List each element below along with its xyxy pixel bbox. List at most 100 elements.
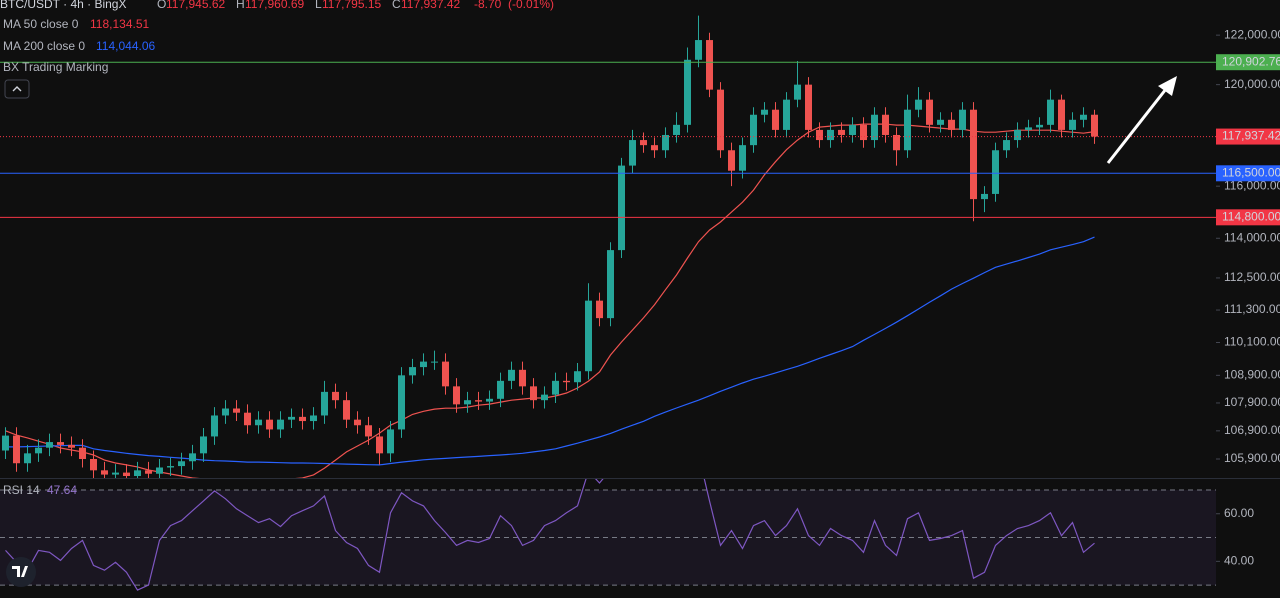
candle-body xyxy=(981,193,988,200)
candle-body xyxy=(156,467,163,474)
candle-body xyxy=(68,444,75,448)
candle-body xyxy=(717,89,724,151)
candle-body xyxy=(849,124,856,135)
rsi-tick-label: 60.00 xyxy=(1224,506,1254,520)
rsi-legend: RSI 14 47.64 xyxy=(3,483,77,497)
candle-body xyxy=(607,250,614,319)
ohlc-value: 117,960.69 xyxy=(245,0,304,11)
candle-body xyxy=(211,415,218,437)
y-tick-label: 122,000.00 xyxy=(1224,27,1280,41)
candle-body xyxy=(1036,124,1043,128)
price-level-box xyxy=(1216,128,1280,145)
candle-body xyxy=(431,361,438,363)
candle-body xyxy=(365,425,372,437)
rsi-pane xyxy=(0,479,1216,591)
candle-body xyxy=(1069,119,1076,130)
candle-body xyxy=(409,367,416,376)
candle-body xyxy=(761,109,768,115)
candle-body xyxy=(189,453,196,462)
arrow-annotation xyxy=(1106,76,1177,164)
candle-body xyxy=(695,40,702,60)
button-frame[interactable] xyxy=(4,79,30,99)
candle-body xyxy=(970,109,977,200)
ma-name: MA 50 close 0 xyxy=(3,17,79,31)
candle-body xyxy=(937,119,944,125)
candle-body xyxy=(299,416,306,422)
candle-body xyxy=(959,109,966,130)
candle-body xyxy=(288,416,295,420)
candle-body xyxy=(948,119,955,130)
candle-body xyxy=(101,470,108,475)
candle-body xyxy=(266,419,273,430)
candle-body xyxy=(508,369,515,381)
candle-body xyxy=(398,375,405,430)
arrow-shaft xyxy=(1106,88,1168,164)
candle-body xyxy=(123,472,130,477)
candle-body xyxy=(497,380,504,399)
price-pane xyxy=(0,15,1216,478)
candle-body xyxy=(541,394,548,401)
candle-body xyxy=(574,371,581,383)
ohlc-name: C xyxy=(392,0,401,11)
chevron-icon[interactable] xyxy=(12,86,22,92)
candle-body xyxy=(13,435,20,464)
collapse-button[interactable] xyxy=(4,79,30,99)
candle-body xyxy=(519,369,526,387)
candle-body xyxy=(1025,127,1032,130)
y-tick-label: 110,100.00 xyxy=(1224,335,1280,349)
candle-body xyxy=(585,300,592,372)
candle-body xyxy=(486,398,493,402)
candle-body xyxy=(57,442,64,445)
price-level-box xyxy=(1216,54,1280,71)
candle-body xyxy=(684,59,691,125)
ohlc-value: 117,937.42 xyxy=(401,0,460,11)
candle-body xyxy=(673,124,680,135)
candle-body xyxy=(772,109,779,130)
y-tick-label: 108,900.00 xyxy=(1224,368,1280,382)
ma-value: 114,044.06 xyxy=(96,39,155,53)
price-level-label: 116,500.00 xyxy=(1222,165,1280,179)
ma-legend: MA 200 close 0 114,044.06 xyxy=(3,39,155,53)
candle-body xyxy=(904,109,911,151)
candle-body xyxy=(2,435,9,451)
candle-body xyxy=(376,436,383,454)
y-tick-label: 105,900.00 xyxy=(1224,451,1280,465)
y-tick-label: 120,000.00 xyxy=(1224,77,1280,91)
indicator-label: BX Trading Marking xyxy=(3,60,108,74)
y-tick-label: 116,000.00 xyxy=(1224,178,1280,192)
candle-body xyxy=(827,129,834,141)
ohlc-name: L xyxy=(315,0,322,11)
ma-value: 118,134.51 xyxy=(90,17,149,31)
ma-legend: MA 50 close 0 118,134.51 xyxy=(3,17,149,31)
candle-body xyxy=(321,391,328,416)
candle-body xyxy=(1080,114,1087,120)
rsi-tick-label: 40.00 xyxy=(1224,554,1254,568)
candle-body xyxy=(35,447,42,454)
candle-body xyxy=(222,408,229,416)
candle-body xyxy=(233,408,240,413)
logo-badge xyxy=(6,557,36,587)
change-percent: (-0.01%) xyxy=(508,0,554,11)
price-level-box xyxy=(1216,209,1280,226)
candle-body xyxy=(1091,114,1098,137)
candle-body xyxy=(1047,99,1054,125)
candle-body xyxy=(354,419,361,426)
candle-body xyxy=(618,165,625,251)
y-tick-label: 112,500.00 xyxy=(1224,270,1280,284)
rsi-value: 47.64 xyxy=(47,483,77,497)
ohlc-name: O xyxy=(157,0,166,11)
rsi-title: RSI 14 xyxy=(3,483,40,497)
candle-body xyxy=(871,114,878,141)
candle-body xyxy=(475,400,482,402)
candle-body xyxy=(563,380,570,383)
candle-body xyxy=(200,436,207,454)
candle-body xyxy=(387,429,394,454)
candle-body xyxy=(178,461,185,467)
candle-body xyxy=(46,442,53,448)
pane-separator xyxy=(0,478,1280,479)
candle-body xyxy=(882,114,889,135)
candle-body xyxy=(134,470,141,477)
candle-body xyxy=(783,99,790,130)
